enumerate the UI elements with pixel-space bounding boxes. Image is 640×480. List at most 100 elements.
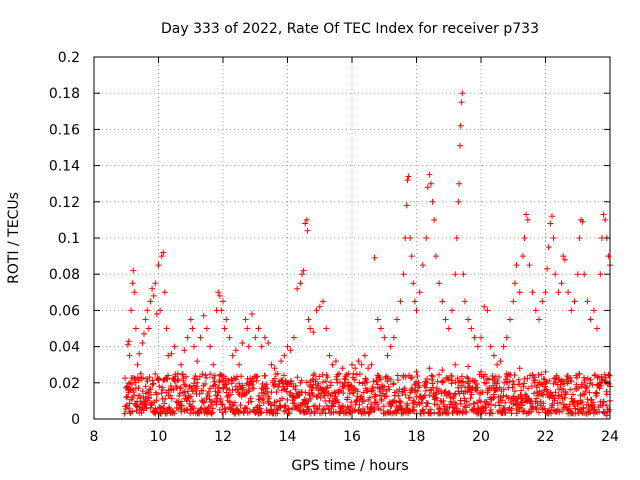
baseline-point [356, 401, 363, 408]
baseline-point [472, 377, 478, 384]
baseline-point [288, 380, 295, 387]
baseline-point [514, 400, 521, 407]
baseline-point [499, 397, 506, 404]
baseline-point [310, 403, 317, 410]
data-point [171, 343, 178, 350]
baseline-point [581, 391, 588, 398]
data-point [221, 325, 228, 332]
baseline-point [239, 384, 246, 391]
data-point [526, 408, 533, 415]
data-point [432, 253, 439, 260]
baseline-point [126, 400, 133, 407]
data-point [132, 325, 139, 332]
data-point [481, 303, 488, 310]
baseline-point [378, 397, 385, 404]
x-tick-label: 12 [214, 429, 232, 445]
baseline-point [351, 376, 358, 383]
baseline-point [521, 380, 527, 387]
baseline-point [133, 402, 140, 409]
data-point [207, 343, 214, 350]
data-point [307, 410, 314, 417]
data-point [381, 334, 388, 341]
baseline-point [178, 398, 185, 405]
data-point [194, 379, 201, 386]
baseline-point [356, 371, 363, 377]
baseline-point [374, 401, 381, 408]
baseline-point [586, 389, 593, 396]
data-point [220, 298, 226, 305]
data-point [191, 343, 197, 350]
data-point [223, 316, 230, 323]
baseline-point [266, 395, 272, 402]
baseline-point [211, 372, 218, 379]
baseline-point [567, 374, 574, 381]
baseline-point [593, 390, 600, 397]
data-point [152, 410, 159, 417]
baseline-point [268, 389, 275, 396]
data-point [587, 316, 594, 323]
baseline-point [245, 399, 252, 406]
data-point [456, 180, 463, 187]
data-point [371, 254, 378, 261]
baseline-point [489, 410, 495, 417]
data-point [436, 280, 443, 287]
baseline-point [316, 403, 323, 409]
baseline-point [566, 401, 573, 408]
baseline-point [320, 379, 327, 386]
baseline-point [250, 385, 257, 392]
data-point [284, 343, 291, 350]
x-tick-label: 22 [537, 429, 555, 445]
baseline-point [322, 378, 329, 385]
baseline-point [444, 375, 451, 382]
baseline-point [511, 372, 518, 378]
baseline-point [244, 375, 251, 382]
data-point [397, 405, 404, 412]
data-point [461, 403, 468, 410]
data-point [252, 334, 259, 341]
data-point [294, 405, 301, 412]
baseline-point [429, 373, 436, 380]
data-point [503, 370, 510, 377]
data-point [455, 198, 462, 205]
baseline-point [533, 395, 540, 402]
data-point [207, 385, 214, 392]
baseline-point [307, 395, 314, 402]
data-point [258, 385, 265, 392]
data-point [157, 307, 164, 314]
data-point [542, 368, 549, 375]
baseline-point [590, 399, 597, 406]
baseline-point [483, 380, 490, 387]
baseline-point [275, 383, 282, 390]
data-point [160, 249, 167, 256]
baseline-point [129, 394, 136, 401]
baseline-point [202, 372, 209, 379]
baseline-point [175, 376, 182, 383]
data-point [474, 343, 481, 350]
data-point [487, 343, 494, 350]
data-point [181, 381, 188, 388]
baseline-point [284, 396, 291, 403]
data-point [452, 271, 459, 278]
baseline-point [567, 386, 574, 393]
data-point [579, 218, 586, 225]
baseline-point [464, 374, 471, 381]
baseline-point [181, 389, 188, 395]
baseline-point [312, 376, 319, 383]
baseline-point [540, 391, 546, 398]
baseline-point [578, 383, 585, 390]
data-point [384, 408, 391, 415]
baseline-point [230, 402, 237, 409]
baseline-point [147, 404, 154, 411]
baseline-point [466, 402, 473, 409]
data-point [187, 316, 194, 323]
baseline-point [439, 378, 446, 385]
data-point [558, 280, 565, 287]
data-point [184, 334, 191, 341]
baseline-point [458, 382, 465, 389]
data-point [439, 367, 446, 374]
baseline-point [557, 399, 563, 406]
data-point [565, 410, 572, 417]
baseline-point [429, 380, 436, 387]
baseline-point [385, 375, 391, 382]
data-point [336, 370, 343, 377]
